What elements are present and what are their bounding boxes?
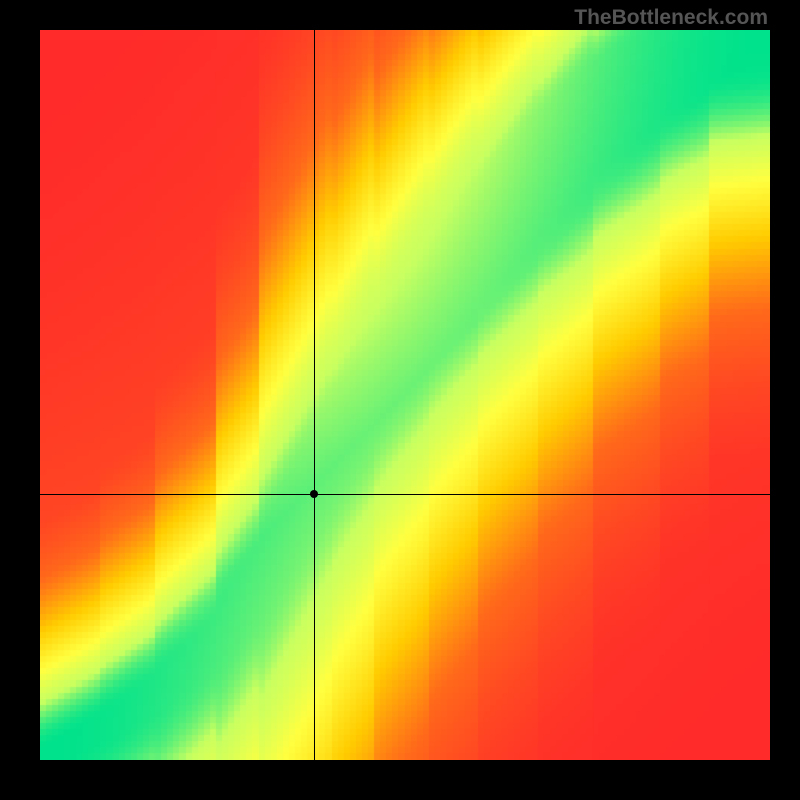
crosshair-horizontal <box>40 494 770 495</box>
plot-area <box>40 30 770 760</box>
watermark-text: TheBottleneck.com <box>574 6 768 30</box>
bottleneck-heatmap <box>40 30 770 760</box>
crosshair-vertical <box>314 30 315 760</box>
crosshair-marker <box>310 490 318 498</box>
chart-container: TheBottleneck.com <box>0 0 800 800</box>
